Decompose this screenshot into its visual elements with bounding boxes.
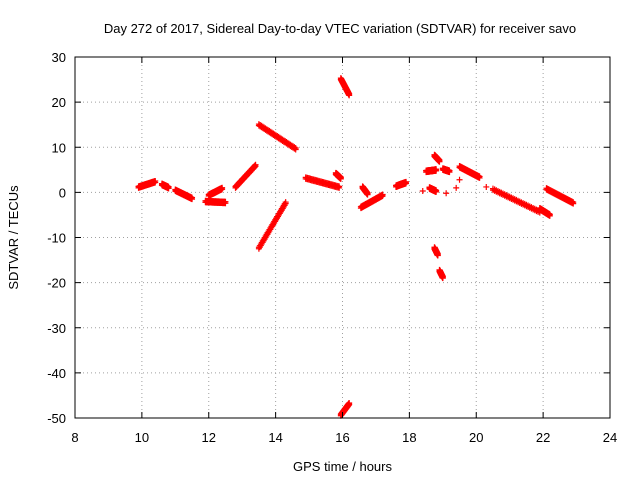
- y-tick-label: -40: [47, 366, 66, 381]
- x-tick-label: 14: [268, 430, 282, 445]
- data-point: [282, 199, 289, 206]
- data-point: [222, 198, 229, 205]
- x-tick-label: 18: [402, 430, 416, 445]
- y-tick-label: -20: [47, 276, 66, 291]
- data-point: [439, 273, 446, 280]
- data-point: [453, 184, 460, 191]
- data-point: [292, 145, 299, 152]
- data-point: [252, 161, 259, 168]
- x-tick-label: 8: [71, 430, 78, 445]
- y-tick-label: -30: [47, 321, 66, 336]
- y-axis-label: SDTVAR / TECUs: [6, 185, 21, 290]
- data-point: [364, 190, 371, 197]
- data-point: [434, 251, 441, 258]
- y-tick-label: 30: [52, 50, 66, 65]
- y-tick-label: 10: [52, 140, 66, 155]
- y-tick-label: 20: [52, 95, 66, 110]
- data-point: [433, 187, 440, 194]
- axis-ticks: 8 10 12 14 16 18 20 22 24 -50 -40 -30 -20 -10 0 10 20 30: [47, 50, 617, 445]
- data-point: [433, 166, 440, 173]
- x-tick-label: 16: [335, 430, 349, 445]
- data-point: [546, 211, 553, 218]
- data-point: [436, 157, 443, 164]
- data-point: [219, 184, 226, 191]
- data-point: [152, 177, 159, 184]
- y-tick-label: -50: [47, 411, 66, 426]
- grid-lines: [75, 57, 610, 418]
- x-axis-label: GPS time / hours: [293, 459, 392, 474]
- x-tick-label: 22: [536, 430, 550, 445]
- x-tick-label: 20: [469, 430, 483, 445]
- data-point: [346, 399, 353, 406]
- data-points: [135, 75, 577, 419]
- data-point: [337, 174, 344, 181]
- data-point: [456, 176, 463, 183]
- data-point: [476, 173, 483, 180]
- data-point: [336, 183, 343, 190]
- chart-title: Day 272 of 2017, Sidereal Day-to-day VTE…: [104, 21, 576, 36]
- x-tick-label: 12: [202, 430, 216, 445]
- data-point: [446, 167, 453, 174]
- data-point: [403, 178, 410, 185]
- data-point: [251, 162, 258, 169]
- x-tick-label: 10: [135, 430, 149, 445]
- y-tick-label: -10: [47, 231, 66, 246]
- data-point: [165, 183, 172, 190]
- data-point: [419, 188, 426, 195]
- data-point: [189, 194, 196, 201]
- data-point: [570, 199, 577, 206]
- data-point: [379, 191, 386, 198]
- x-tick-label: 24: [603, 430, 617, 445]
- data-point: [346, 90, 353, 97]
- y-tick-label: 0: [59, 185, 66, 200]
- data-point: [483, 183, 490, 190]
- data-point: [443, 190, 450, 197]
